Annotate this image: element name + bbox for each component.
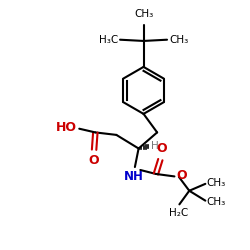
Text: O: O: [156, 142, 167, 155]
Text: H₂C: H₂C: [168, 208, 188, 218]
Text: H₃C: H₃C: [99, 35, 118, 45]
Text: CH₃: CH₃: [169, 35, 188, 45]
Text: CH₃: CH₃: [206, 197, 225, 207]
Text: CH₃: CH₃: [206, 178, 225, 188]
Text: O: O: [176, 170, 187, 182]
Text: H: H: [152, 141, 159, 151]
Text: O: O: [89, 154, 100, 167]
Text: NH: NH: [124, 170, 144, 182]
Text: HO: HO: [56, 122, 77, 134]
Text: CH₃: CH₃: [134, 9, 153, 19]
